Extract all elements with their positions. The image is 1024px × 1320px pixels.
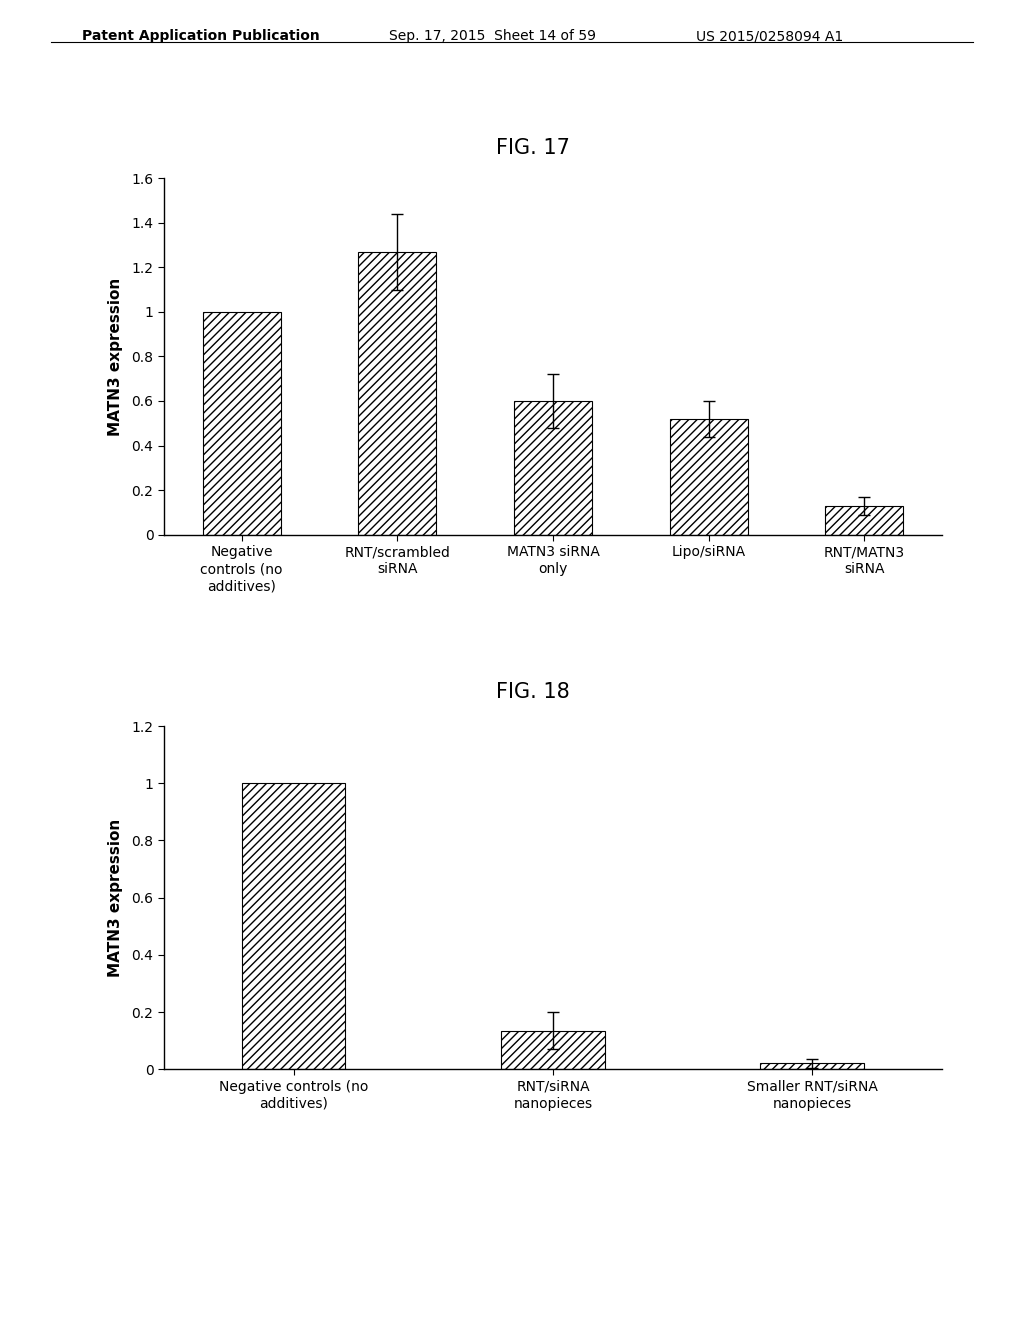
Text: US 2015/0258094 A1: US 2015/0258094 A1 — [696, 29, 844, 44]
Bar — [358, 252, 436, 535]
Bar — [514, 401, 592, 535]
Bar — [501, 1031, 605, 1069]
Bar — [203, 312, 281, 535]
Text: FIG. 18: FIG. 18 — [496, 682, 569, 702]
Y-axis label: MATN3 expression: MATN3 expression — [109, 818, 123, 977]
Text: FIG. 17: FIG. 17 — [496, 139, 569, 158]
Bar — [670, 418, 748, 535]
Bar — [242, 783, 345, 1069]
Text: Sep. 17, 2015  Sheet 14 of 59: Sep. 17, 2015 Sheet 14 of 59 — [389, 29, 596, 44]
Text: Patent Application Publication: Patent Application Publication — [82, 29, 319, 44]
Bar — [825, 506, 903, 535]
Bar — [761, 1064, 864, 1069]
Y-axis label: MATN3 expression: MATN3 expression — [108, 277, 123, 436]
